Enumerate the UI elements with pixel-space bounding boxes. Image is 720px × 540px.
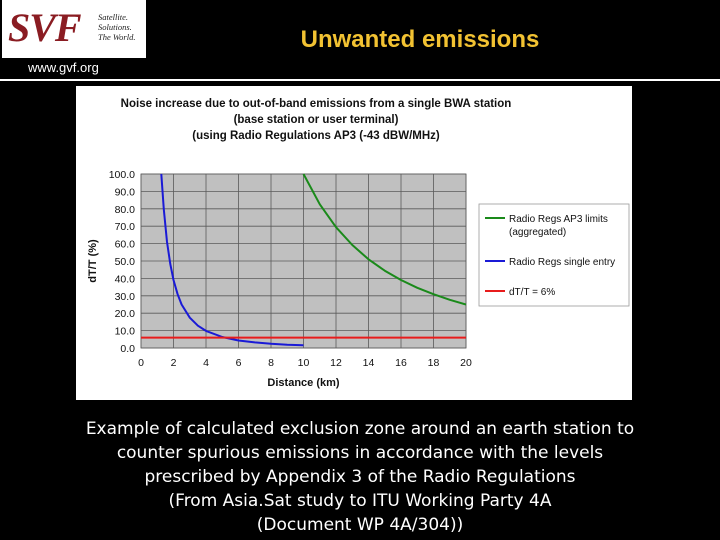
- chart-panel: Noise increase due to out-of-band emissi…: [76, 86, 632, 400]
- legend-label: dT/T = 6%: [509, 287, 555, 298]
- logo-wordmark: SVF: [8, 5, 82, 50]
- logo-tagline-line: Solutions.: [98, 22, 132, 32]
- x-axis-label: Distance (km): [267, 377, 339, 389]
- noise-increase-chart: Noise increase due to out-of-band emissi…: [87, 98, 630, 389]
- header-divider: [0, 79, 720, 81]
- logo-letters: SVF: [8, 5, 82, 50]
- y-tick-label: 50.0: [115, 256, 136, 268]
- x-tick-label: 0: [138, 357, 144, 369]
- gvf-logo: SVF Satellite. Solutions. The World.: [2, 0, 146, 58]
- logo-tagline: Satellite. Solutions. The World.: [98, 12, 144, 42]
- caption-line: (Document WP 4A/304)): [256, 515, 464, 535]
- chart-title-line: (base station or user terminal): [234, 114, 399, 126]
- caption-line: Example of calculated exclusion zone aro…: [85, 419, 635, 439]
- chart-title-line: (using Radio Regulations AP3 (-43 dBW/MH…: [192, 130, 440, 142]
- legend-label: (aggregated): [509, 227, 566, 238]
- legend-box: [478, 203, 630, 307]
- caption-line: counter spurious emissions in accordance…: [116, 443, 604, 463]
- x-tick-label: 14: [363, 357, 375, 369]
- x-tick-label: 8: [268, 357, 274, 369]
- y-tick-label: 60.0: [115, 239, 136, 251]
- x-tick-label: 4: [203, 357, 209, 369]
- legend-label: Radio Regs single entry: [509, 257, 615, 268]
- y-tick-label: 10.0: [115, 326, 136, 338]
- caption-line: (From Asia.Sat study to ITU Working Part…: [168, 491, 552, 511]
- legend-label: Radio Regs AP3 limits: [509, 214, 608, 225]
- series-line: [302, 173, 466, 306]
- y-tick-label: 0.0: [120, 343, 135, 355]
- chart-title-line: Noise increase due to out-of-band emissi…: [121, 98, 512, 110]
- x-tick-label: 16: [395, 357, 407, 369]
- x-tick-label: 12: [330, 357, 342, 369]
- slide-title: Unwanted emissions: [300, 26, 540, 53]
- x-tick-label: 6: [236, 357, 242, 369]
- caption-line: prescribed by Appendix 3 of the Radio Re…: [144, 467, 576, 487]
- x-tick-label: 10: [298, 357, 310, 369]
- logo-tagline-line: The World.: [98, 32, 136, 42]
- y-axis-label: dT/T (%): [87, 239, 99, 283]
- y-tick-label: 40.0: [115, 273, 136, 285]
- site-url[interactable]: www.gvf.org: [28, 60, 99, 75]
- logo-tagline-line: Satellite.: [98, 12, 128, 22]
- y-tick-label: 80.0: [115, 204, 136, 216]
- y-tick-label: 90.0: [115, 186, 136, 198]
- y-tick-label: 70.0: [115, 221, 136, 233]
- series-line: [160, 173, 304, 347]
- y-tick-label: 20.0: [115, 308, 136, 320]
- x-tick-label: 18: [428, 357, 440, 369]
- slide-caption: Example of calculated exclusion zone aro…: [20, 417, 700, 537]
- x-tick-label: 20: [460, 357, 472, 369]
- y-tick-label: 100.0: [109, 169, 135, 181]
- y-tick-label: 30.0: [115, 291, 136, 303]
- x-tick-label: 2: [171, 357, 177, 369]
